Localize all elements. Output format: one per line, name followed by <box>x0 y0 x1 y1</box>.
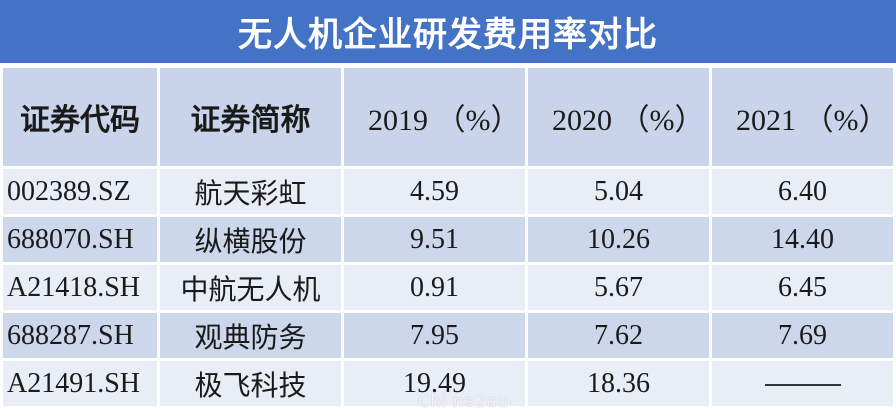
cell-name: 极飞科技 <box>160 361 341 406</box>
cell-2019: 0.91 <box>344 265 525 310</box>
table-title: 无人机企业研发费用率对比 <box>0 0 896 63</box>
cell-code: 688070.SH <box>3 217 157 262</box>
table-row: A21418.SH 中航无人机 0.91 5.67 6.45 <box>3 265 893 310</box>
cell-2020: 5.67 <box>528 265 709 310</box>
cell-2019: 19.49 <box>344 361 525 406</box>
table-row: 688287.SH 观典防务 7.95 7.62 7.69 <box>3 313 893 358</box>
header-code: 证券代码 <box>3 68 157 166</box>
cell-code: A21491.SH <box>3 361 157 406</box>
cell-2021-empty <box>712 361 893 406</box>
cell-name: 航天彩虹 <box>160 169 341 214</box>
cell-2021: 7.69 <box>712 313 893 358</box>
header-2021: 2021 （%） <box>712 68 893 166</box>
cell-2020: 5.04 <box>528 169 709 214</box>
cell-code: 002389.SZ <box>3 169 157 214</box>
cell-name: 中航无人机 <box>160 265 341 310</box>
header-row: 证券代码 证券简称 2019 （%） 2020 （%） 2021 （%） <box>3 68 893 166</box>
cell-2020: 10.26 <box>528 217 709 262</box>
rd-expense-table: 证券代码 证券简称 2019 （%） 2020 （%） 2021 （%） 002… <box>0 65 896 409</box>
cell-2021: 6.45 <box>712 265 893 310</box>
cell-code: A21418.SH <box>3 265 157 310</box>
cell-2019: 4.59 <box>344 169 525 214</box>
cell-2019: 7.95 <box>344 313 525 358</box>
cell-2019: 9.51 <box>344 217 525 262</box>
header-2020: 2020 （%） <box>528 68 709 166</box>
table-row: 002389.SZ 航天彩虹 4.59 5.04 6.40 <box>3 169 893 214</box>
cell-2021: 6.40 <box>712 169 893 214</box>
cell-code: 688287.SH <box>3 313 157 358</box>
table-row: A21491.SH 极飞科技 19.49 18.36 <box>3 361 893 406</box>
empty-dash <box>764 384 841 387</box>
cell-name: 纵横股份 <box>160 217 341 262</box>
table-row: 688070.SH 纵横股份 9.51 10.26 14.40 <box>3 217 893 262</box>
header-2019: 2019 （%） <box>344 68 525 166</box>
cell-2021: 14.40 <box>712 217 893 262</box>
watermark: Chi na2au <box>418 392 509 412</box>
header-name: 证券简称 <box>160 68 341 166</box>
cell-2020: 7.62 <box>528 313 709 358</box>
cell-name: 观典防务 <box>160 313 341 358</box>
cell-2020: 18.36 <box>528 361 709 406</box>
